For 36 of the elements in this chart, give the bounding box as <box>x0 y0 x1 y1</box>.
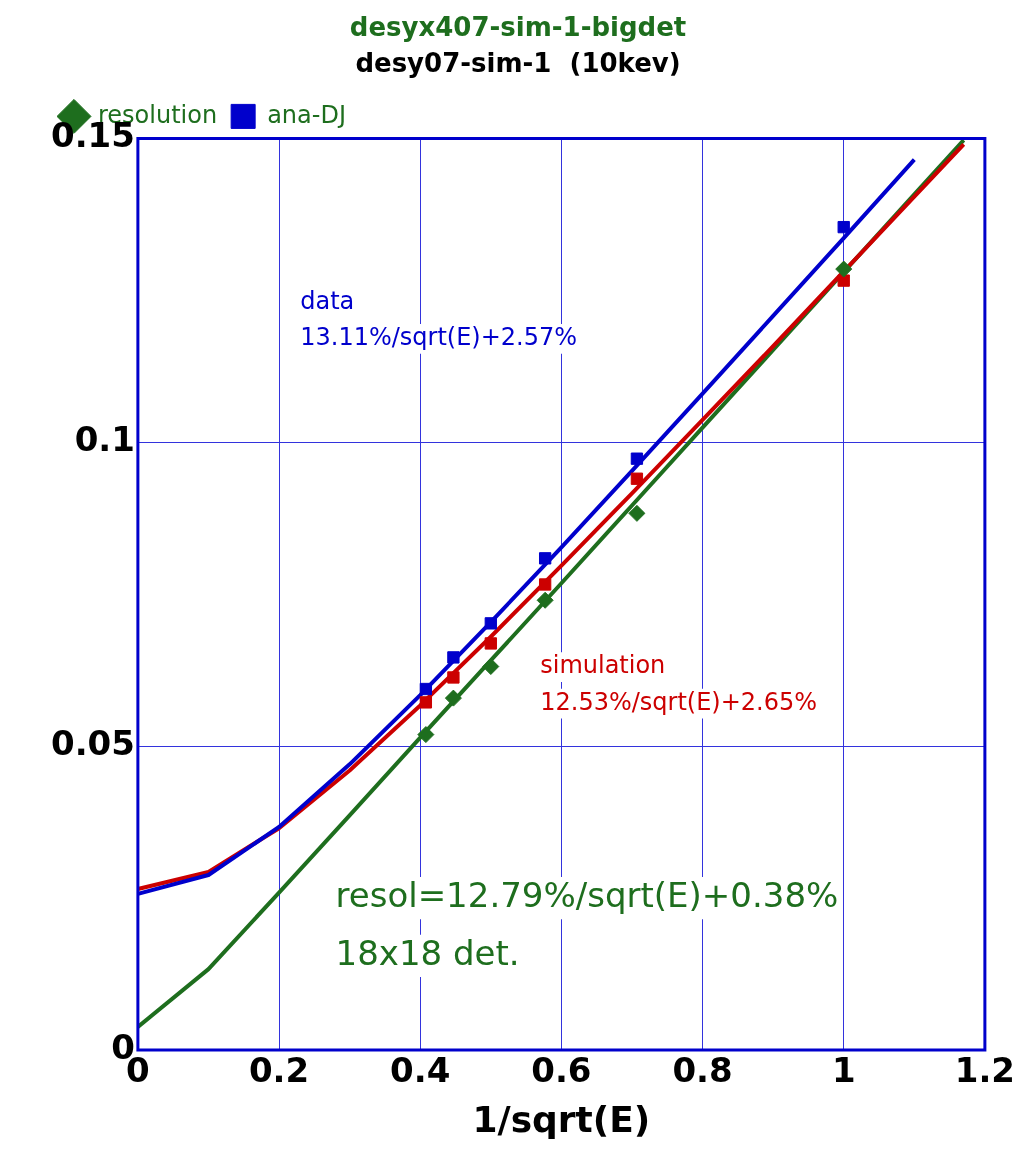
y-tick-label: 0.05 <box>51 722 135 763</box>
point <box>484 637 497 650</box>
point <box>417 726 435 744</box>
point <box>630 452 644 465</box>
point <box>444 689 462 707</box>
y-tick-label: 0.1 <box>74 419 135 460</box>
x-tick-label: 1 <box>831 1050 856 1091</box>
legend-label: ana-DJ <box>267 100 346 129</box>
annotation: resol=12.79%/sqrt(E)+0.38% <box>335 874 839 915</box>
point <box>447 651 460 664</box>
x-tick-label: 0.4 <box>390 1050 451 1091</box>
point <box>419 696 433 709</box>
x-tick-label: 1.2 <box>954 1050 1015 1091</box>
x-tick-label: 0.2 <box>248 1050 310 1091</box>
annotation: 18x18 det. <box>335 932 520 973</box>
annotation: 13.11%/sqrt(E)+2.57% <box>300 323 578 352</box>
chart-subtitle: desy07-sim-1 (10kev) <box>355 47 681 78</box>
point <box>837 220 850 234</box>
x-axis-title: 1/sqrt(E) <box>472 1098 651 1140</box>
point <box>539 578 552 591</box>
point <box>630 472 644 485</box>
point <box>837 274 850 287</box>
annotation: data <box>300 286 355 315</box>
point <box>484 617 497 630</box>
point <box>482 658 500 676</box>
point <box>835 260 853 278</box>
point <box>419 682 433 696</box>
point <box>539 552 552 565</box>
point <box>447 671 460 684</box>
point <box>536 591 554 609</box>
point <box>628 504 646 522</box>
annotation: simulation <box>540 651 666 680</box>
x-tick-label: 0.8 <box>672 1050 733 1091</box>
annotation: 12.53%/sqrt(E)+2.65% <box>540 687 818 716</box>
x-tick-label: 0.6 <box>531 1050 592 1091</box>
chart-title: desyx407-sim-1-bigdet <box>349 12 687 43</box>
